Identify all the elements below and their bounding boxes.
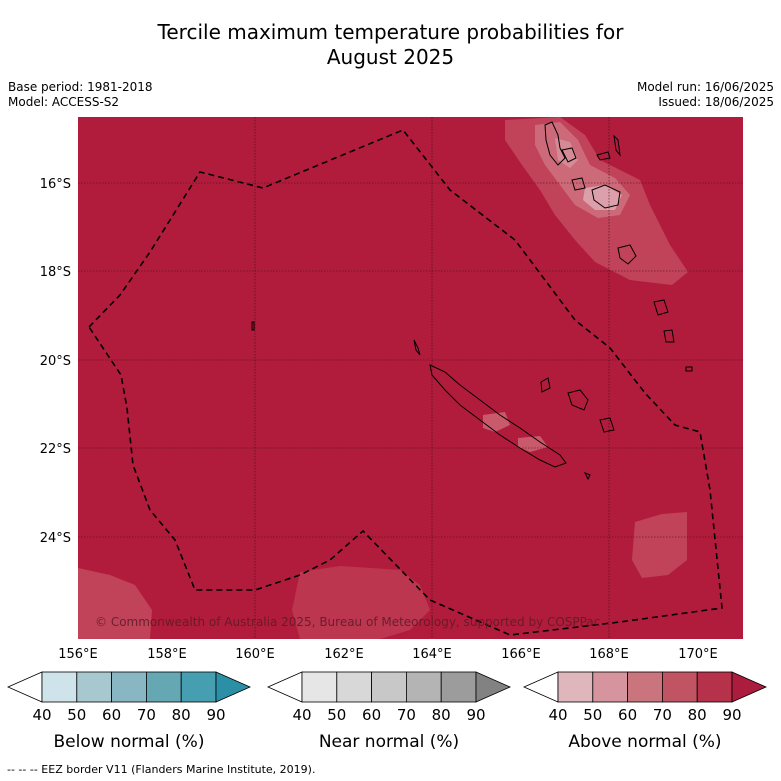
issued-text: Issued: 18/06/2025 xyxy=(658,95,774,109)
colorbar-tick-label: 70 xyxy=(653,706,672,724)
colorbar-tick-label: 90 xyxy=(206,706,225,724)
colorbar-tick-label: 70 xyxy=(397,706,416,724)
colorbar-tick-label: 60 xyxy=(102,706,121,724)
colorbar-segment xyxy=(696,671,733,703)
colorbar-tick-label: 40 xyxy=(32,706,51,724)
colorbar-segment xyxy=(336,671,372,703)
colorbar-lower-extension xyxy=(7,671,43,703)
lon-tick-label: 160°E xyxy=(235,647,275,662)
colorbar-segment xyxy=(662,671,698,703)
coastlines xyxy=(251,121,693,481)
colorbar-tick-label: 50 xyxy=(67,706,86,724)
lon-tick-label: 162°E xyxy=(324,647,364,662)
colorbar-upper-extension xyxy=(731,671,767,703)
colorbar-segment xyxy=(405,671,442,703)
base-period-text: Base period: 1981-2018 xyxy=(8,80,153,94)
colorbar-tick-label: 60 xyxy=(618,706,637,724)
colorbar-segment xyxy=(111,671,147,703)
lat-tick-label: 24°S xyxy=(40,531,71,546)
colorbar: 40 50 60 70 80 90 Near normal (%) xyxy=(267,671,511,752)
meta-right: Model run: 16/06/2025 Issued: 18/06/2025 xyxy=(637,80,774,110)
colorbar-segment xyxy=(371,671,407,703)
copyright-text: © Commonwealth of Australia 2025, Bureau… xyxy=(95,615,600,629)
colorbar-tick-label: 90 xyxy=(466,706,485,724)
lon-tick-label: 166°E xyxy=(501,647,541,662)
colorbar-tick-label: 60 xyxy=(362,706,381,724)
colorbar-segment xyxy=(301,671,338,703)
lat-tick-label: 16°S xyxy=(40,177,71,192)
colorbar-tick-label: 70 xyxy=(137,706,156,724)
colorbar-lower-extension xyxy=(267,671,303,703)
lat-tick-label: 22°S xyxy=(40,442,71,457)
colorbar-title: Above normal (%) xyxy=(568,732,721,752)
colorbar-tick-label: 90 xyxy=(722,706,741,724)
lon-tick-label: 158°E xyxy=(147,647,187,662)
colorbar-segment xyxy=(180,671,217,703)
model-run-text: Model run: 16/06/2025 xyxy=(636,80,774,94)
lon-tick-label: 170°E xyxy=(678,647,718,662)
colorbar-title: Below normal (%) xyxy=(54,732,205,752)
colorbar-tick-label: 50 xyxy=(583,706,602,724)
colorbar-upper-extension xyxy=(475,671,511,703)
lon-tick-label: 156°E xyxy=(58,647,98,662)
meta-left: Base period: 1981-2018 Model: ACCESS-S2 xyxy=(8,80,153,110)
colorbar-segment xyxy=(557,671,594,703)
longitude-axis: 156°E 158°E 160°E 162°E 164°E 166°E 168°… xyxy=(58,647,718,662)
colorbar-lower-extension xyxy=(523,671,559,703)
probability-patches xyxy=(78,117,688,639)
eez-border xyxy=(87,129,723,636)
colorbar-tick-label: 80 xyxy=(432,706,451,724)
colorbar-segment xyxy=(440,671,477,703)
lon-tick-label: 168°E xyxy=(589,647,629,662)
colorbar-tick-label: 80 xyxy=(688,706,707,724)
colorbar-tick-label: 40 xyxy=(548,706,567,724)
colorbar-upper-extension xyxy=(215,671,251,703)
latitude-axis: 16°S 18°S 20°S 22°S 24°S xyxy=(40,177,71,546)
title-line-2: August 2025 xyxy=(326,45,455,69)
lat-tick-label: 18°S xyxy=(40,265,71,280)
page-title: Tercile maximum temperature probabilitie… xyxy=(0,20,781,70)
colorbar-segment xyxy=(145,671,182,703)
graticule xyxy=(78,117,743,639)
lat-tick-label: 20°S xyxy=(40,354,71,369)
colorbar-segment xyxy=(592,671,628,703)
probability-map: 156°E 158°E 160°E 162°E 164°E 166°E 168°… xyxy=(7,117,767,752)
colorbar-segment xyxy=(76,671,113,703)
lon-tick-label: 164°E xyxy=(412,647,452,662)
eez-footnote: -- -- -- EEZ border V11 (Flanders Marine… xyxy=(7,763,316,776)
colorbar-segment xyxy=(41,671,78,703)
title-line-1: Tercile maximum temperature probabilitie… xyxy=(157,20,624,44)
colorbar-tick-label: 80 xyxy=(172,706,191,724)
colorbar-title: Near normal (%) xyxy=(319,732,459,752)
colorbar-segment xyxy=(627,671,663,703)
colorbar-tick-label: 40 xyxy=(292,706,311,724)
colorbar-tick-label: 50 xyxy=(327,706,346,724)
model-text: Model: ACCESS-S2 xyxy=(8,95,120,109)
